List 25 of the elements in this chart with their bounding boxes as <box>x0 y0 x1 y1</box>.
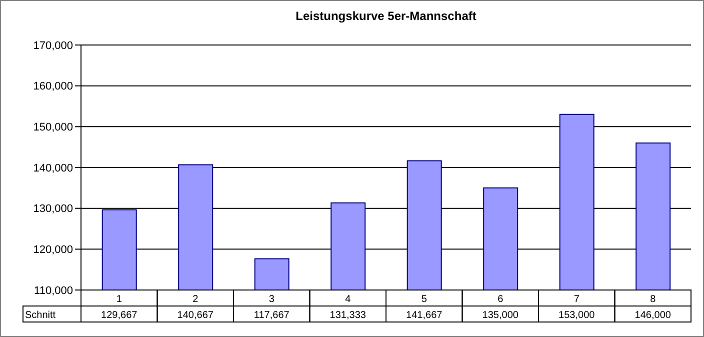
y-tick-label: 160,000 <box>33 80 73 93</box>
y-tick-label: 140,000 <box>33 162 73 174</box>
data-label: 153,000 <box>558 310 596 321</box>
data-label: 135,000 <box>482 310 519 321</box>
data-label: 117,667 <box>254 310 290 321</box>
x-tick-label: 8 <box>650 294 656 305</box>
y-tick-label: 150,000 <box>33 122 73 134</box>
x-tick-label: 2 <box>192 294 199 305</box>
text: Schnitt <box>25 310 56 321</box>
x-tick-label: 5 <box>421 294 428 305</box>
y-tick-label: 110,000 <box>34 284 73 297</box>
data-label: 131,333 <box>330 310 366 321</box>
data-label: 129,667 <box>101 310 138 321</box>
x-tick-label: 1 <box>116 294 122 305</box>
y-tick-label: 130,000 <box>33 203 73 216</box>
x-tick-label: 3 <box>268 294 275 305</box>
x-tick-label: 7 <box>574 294 580 305</box>
x-tick-label: 6 <box>498 294 504 305</box>
y-tick-label: 120,000 <box>33 244 73 256</box>
data-label: 141,667 <box>406 310 443 321</box>
data-label: 146,000 <box>634 310 672 321</box>
data-label: 140,667 <box>177 310 214 321</box>
y-tick-label: 170,000 <box>33 40 73 52</box>
chart-title: Leistungskurve 5er-Mannschaft <box>294 9 478 23</box>
x-tick-label: 4 <box>345 294 352 305</box>
